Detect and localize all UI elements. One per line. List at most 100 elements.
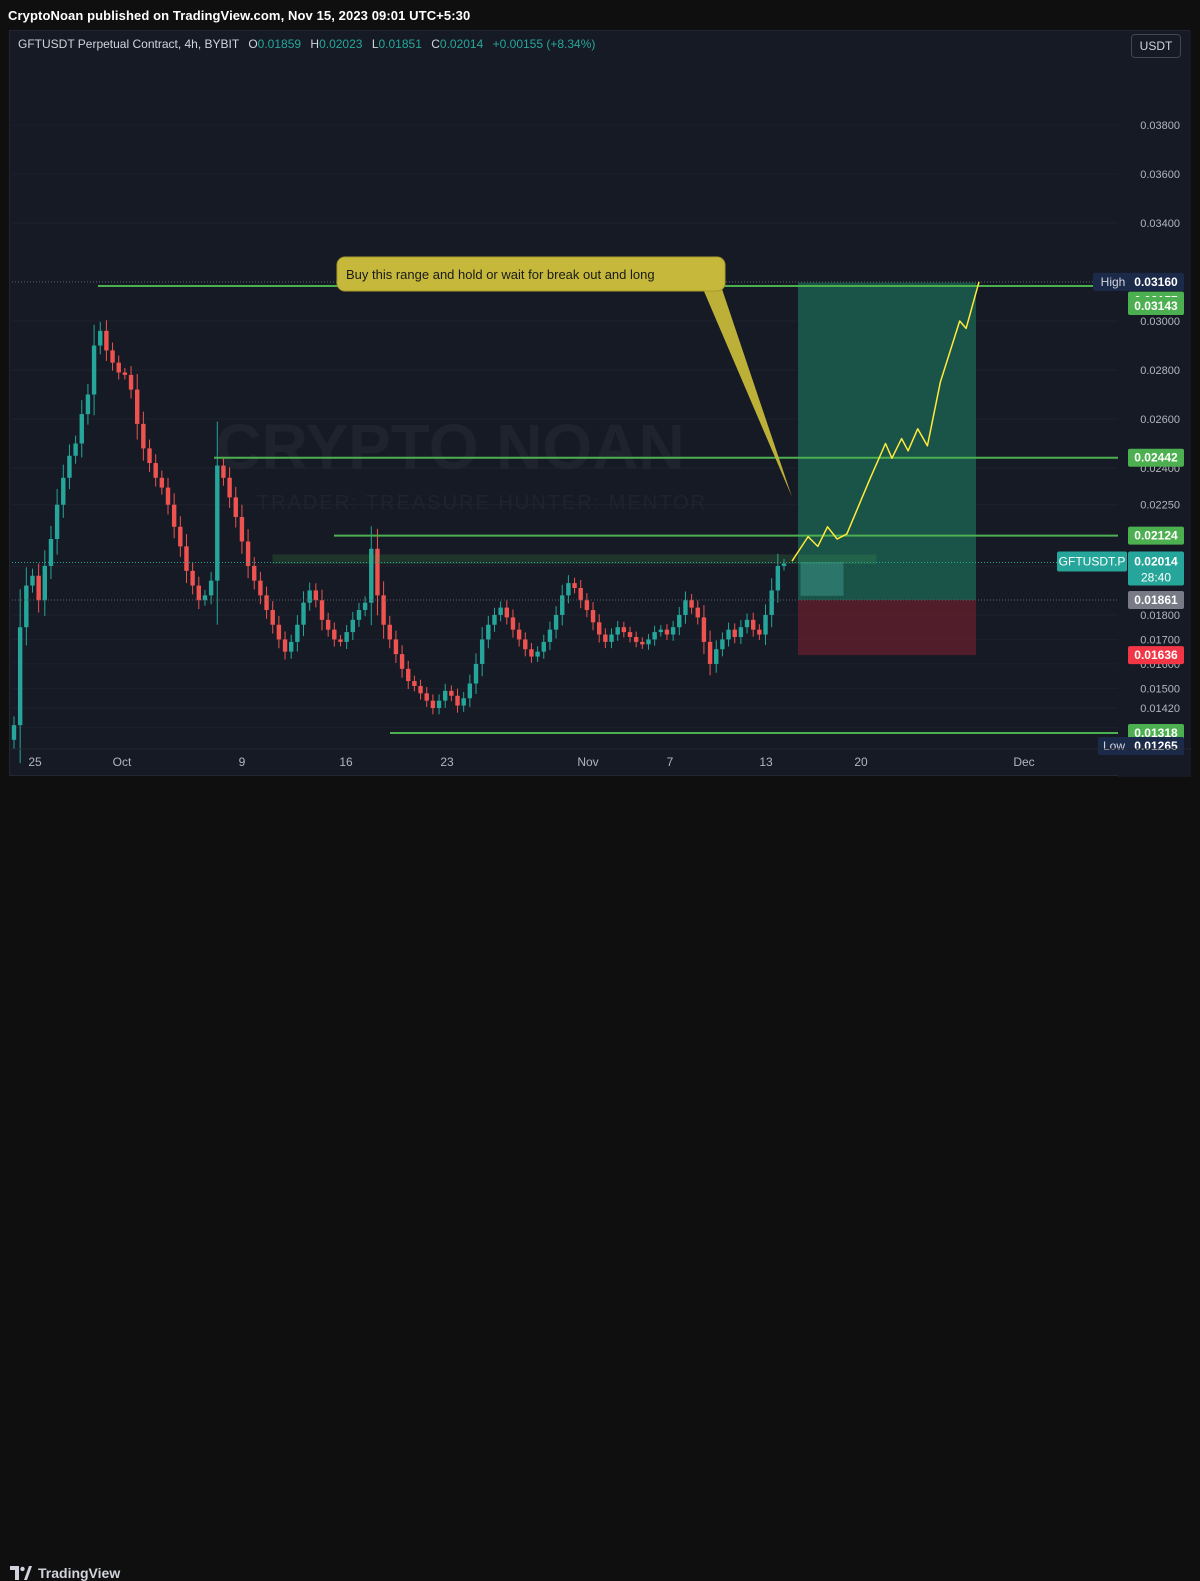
legend-open-value: 0.01859 (257, 37, 302, 51)
candle-body (184, 546, 189, 571)
candle-body (529, 649, 534, 657)
candle-body (282, 639, 288, 652)
candle-body (338, 639, 343, 642)
stop-price-label-bg (1128, 646, 1184, 665)
legend-close-value: 0.02014 (439, 37, 484, 51)
y-tick-label: 0.03000 (1140, 316, 1180, 328)
candle-body (603, 634, 608, 642)
candle-body (516, 629, 522, 640)
low-tag: Low (1103, 739, 1125, 753)
candle-body (775, 565, 781, 591)
candle-body (461, 698, 466, 706)
x-tick-label: 25 (28, 755, 42, 769)
watermark-title: CRYPTO NOAN (215, 411, 684, 483)
candle-body (553, 614, 559, 630)
candle-body (627, 632, 633, 637)
candle-body (646, 639, 651, 645)
y-tick-label: 0.02250 (1140, 500, 1180, 512)
candle-body (510, 617, 516, 630)
candle-body (104, 330, 109, 351)
candle-body (42, 565, 47, 601)
candle-body (159, 477, 165, 488)
candle-body (430, 700, 436, 709)
candle-body (233, 497, 238, 517)
candle-body (381, 595, 386, 625)
candle-body (781, 563, 787, 566)
high-price-label: 0.03160 (1134, 275, 1178, 289)
candle-body (744, 619, 750, 628)
footer: TradingView (0, 778, 1200, 1581)
candle-body (547, 629, 553, 642)
candle-body (307, 590, 312, 603)
candle-body (178, 526, 183, 547)
candle-body (24, 585, 29, 628)
y-tick-label: 0.03800 (1140, 120, 1180, 132)
candle-body (54, 504, 60, 540)
publish-info: CryptoNoan published on TradingView.com,… (8, 8, 471, 23)
candle-body (418, 685, 423, 694)
candle-body (344, 632, 349, 642)
candle-body (190, 570, 195, 586)
candle-body (289, 641, 294, 652)
candle-body (436, 700, 442, 709)
x-tick-label: 13 (759, 755, 773, 769)
candle-body (202, 595, 208, 601)
watermark-subtitle: TRADER: TREASURE HUNTER: MENTOR (257, 492, 707, 514)
candle-body (683, 600, 688, 615)
candle-body (572, 583, 577, 588)
candle-body (720, 639, 725, 650)
candle-body (492, 614, 497, 625)
candle-body (128, 374, 134, 390)
candle-body (171, 504, 177, 527)
y-tick-label: 0.01420 (1140, 703, 1180, 715)
tradingview-wordmark: TradingView (38, 1565, 121, 1581)
candle-body (449, 690, 454, 696)
low-price-label-bg (1128, 736, 1184, 755)
candle-body (258, 580, 263, 596)
candle-body (566, 583, 571, 596)
y-tick-label: 0.01500 (1140, 683, 1180, 695)
consolidation-range (272, 554, 877, 565)
candle-body (36, 575, 41, 601)
candle-body (98, 330, 103, 346)
currency-button[interactable]: USDT (1131, 34, 1181, 58)
candle-body (17, 627, 23, 726)
candle-body (664, 629, 670, 635)
candle-body (165, 487, 171, 505)
candle-body (399, 654, 405, 669)
candle-body (239, 516, 245, 542)
candle-body (79, 414, 84, 444)
candle-body (362, 602, 368, 611)
x-tick-label: Nov (577, 755, 598, 769)
candle-body (301, 602, 306, 625)
level-label-1-bg (1128, 297, 1184, 316)
candle-body (498, 607, 503, 615)
candle-body (67, 455, 72, 478)
x-tick-label: Dec (1013, 755, 1034, 769)
price-chart[interactable]: CRYPTO NOAN TRADER: TREASURE HUNTER: MENT… (10, 31, 1191, 777)
candle-body (560, 595, 565, 615)
y-tick-label: 0.03400 (1140, 218, 1180, 230)
y-tick-label: 0.01800 (1140, 610, 1180, 622)
tradingview-logo[interactable]: TradingView (10, 1565, 120, 1581)
x-tick-label: 23 (440, 755, 454, 769)
level-label-2-bg (1128, 448, 1184, 467)
legend-symbol[interactable]: GFTUSDT Perpetual Contract, 4h, BYBIT (18, 37, 239, 51)
y-tick-label: 0.02600 (1140, 414, 1180, 426)
low-tag-bg (1098, 736, 1130, 755)
chart-frame[interactable]: CRYPTO NOAN TRADER: TREASURE HUNTER: MENT… (9, 30, 1191, 777)
level-label-2: 0.02442 (1134, 451, 1178, 465)
candle-body (325, 619, 331, 630)
high-price-label-bg (1128, 272, 1184, 291)
candle-body (412, 681, 417, 686)
legend-close-label: C (431, 37, 440, 51)
candle-body (276, 624, 282, 640)
y-tick-label: 0.03600 (1140, 169, 1180, 181)
stop-price-label: 0.01636 (1134, 648, 1178, 662)
candle-body (110, 350, 115, 363)
candle-body (252, 565, 257, 581)
candle-body (473, 663, 479, 684)
candle-body (584, 600, 590, 611)
low-price-label: 0.01265 (1134, 739, 1178, 753)
candle-body (751, 619, 756, 630)
